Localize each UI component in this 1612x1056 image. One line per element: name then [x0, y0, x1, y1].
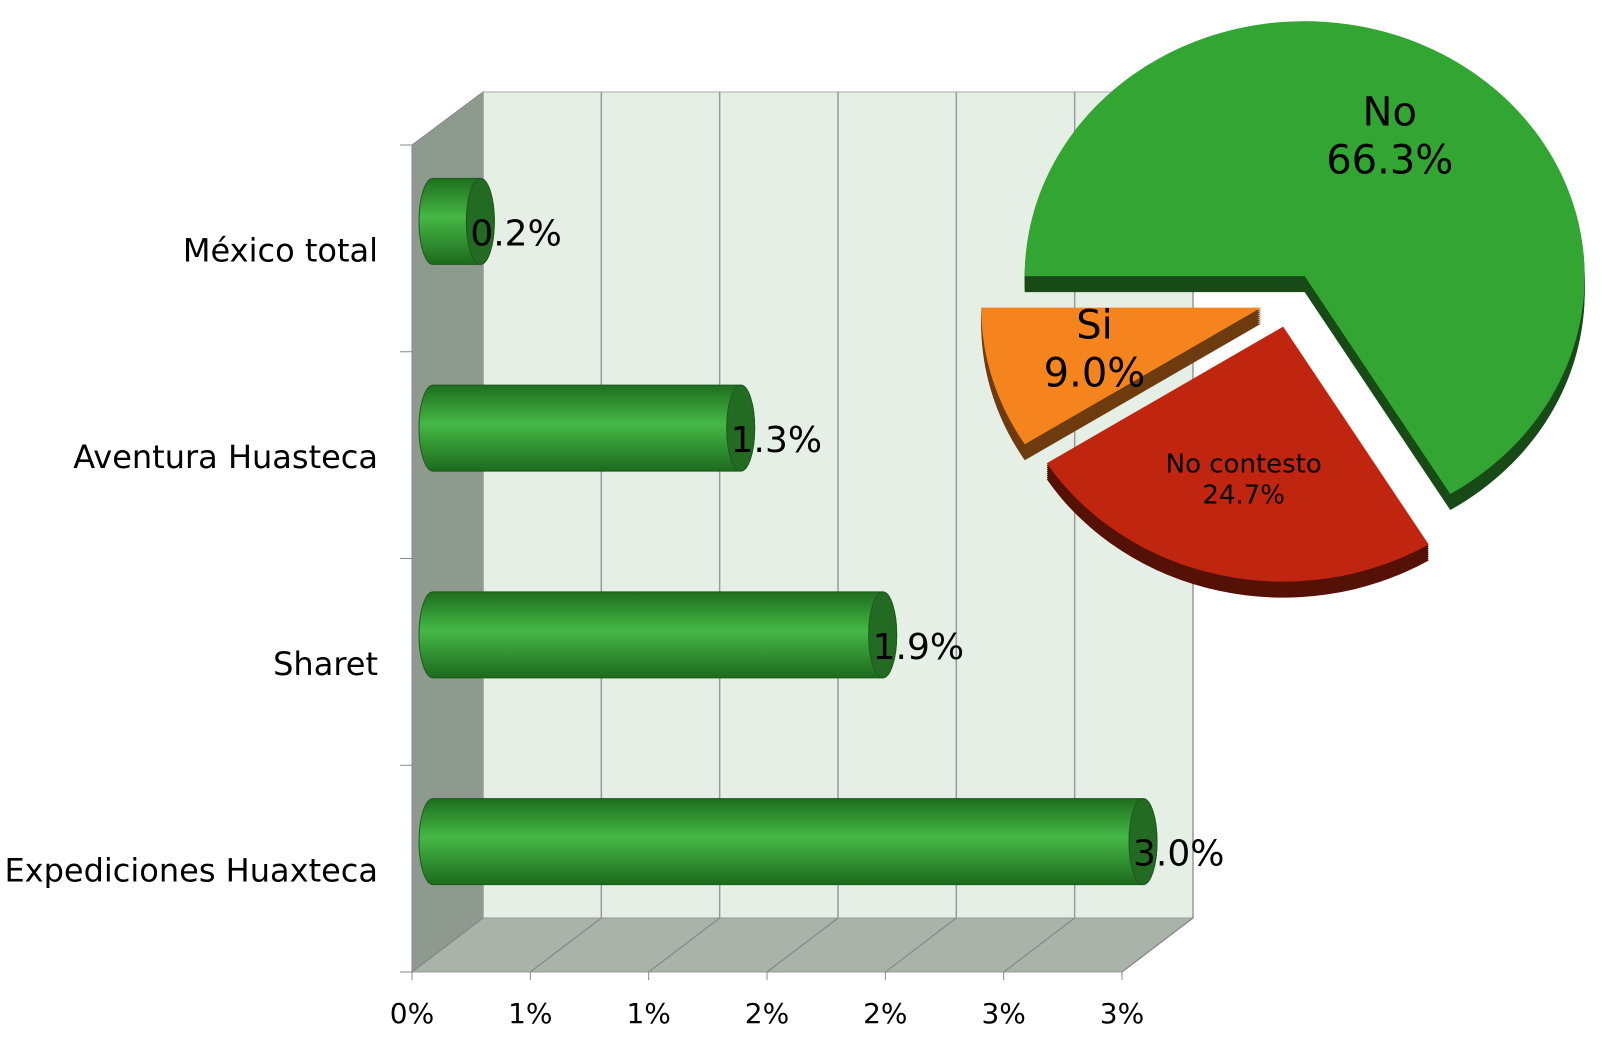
x-tick-label: 3%: [981, 997, 1025, 1030]
bar-body: [418, 798, 1158, 886]
data-label: 0.2%: [470, 213, 561, 254]
bar-cap: [868, 591, 898, 679]
pie-slice: [1024, 21, 1585, 495]
data-label: 1.9%: [873, 627, 964, 668]
pie-label: No contesto: [1166, 449, 1322, 479]
bar-cap: [465, 177, 495, 265]
pie-label: No: [1363, 89, 1417, 135]
bar-body: [418, 591, 898, 679]
pie-value-label: 66.3%: [1326, 137, 1453, 183]
x-tick-label: 1%: [626, 997, 670, 1030]
y-tick-label: Aventura Huasteca: [73, 438, 378, 476]
bar: [418, 798, 1158, 886]
x-tick-label: 2%: [863, 997, 907, 1030]
bar: [418, 591, 898, 679]
y-tick-label: Expediciones Huaxteca: [4, 852, 378, 890]
x-tick-label: 3%: [1100, 997, 1144, 1030]
x-tick-label: 0%: [390, 997, 434, 1030]
y-tick-label: Sharet: [273, 645, 378, 683]
pie-value-label: 9.0%: [1044, 351, 1146, 397]
bar: [418, 177, 495, 265]
bar: [418, 384, 756, 472]
pie-slice: [981, 307, 1262, 445]
grid-line: [766, 917, 839, 973]
y-tick-label: México total: [183, 231, 378, 269]
bar-cap: [1128, 798, 1158, 886]
bar-body: [418, 384, 756, 472]
pie-label: Si: [1076, 303, 1113, 349]
data-label: 1.3%: [731, 420, 822, 461]
x-tick-label: 1%: [508, 997, 552, 1030]
grid-line: [648, 917, 721, 973]
grid-line: [1121, 917, 1194, 973]
grid-line: [1003, 917, 1076, 973]
grid-line: [884, 917, 957, 973]
grid-line: [411, 917, 484, 973]
pie-slice: [1046, 326, 1429, 582]
x-tick-label: 2%: [745, 997, 789, 1030]
grid-line: [529, 917, 602, 973]
bar-cap: [726, 384, 756, 472]
pie-value-label: 24.7%: [1202, 481, 1285, 511]
data-label: 3.0%: [1133, 834, 1224, 875]
